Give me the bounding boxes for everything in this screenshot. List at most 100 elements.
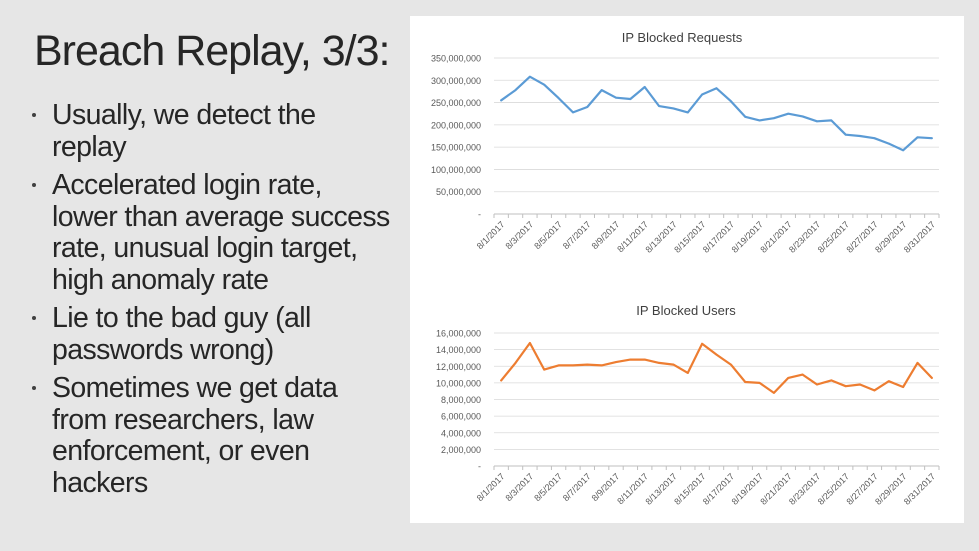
y-tick-label-requests: 50,000,000 <box>436 187 481 197</box>
data-point-requests <box>572 111 574 114</box>
data-point-users <box>572 364 574 367</box>
bullet-line: high anomaly rate <box>52 263 269 296</box>
data-point-requests <box>902 149 905 152</box>
x-tick-label-users: 8/31/2017 <box>902 471 937 506</box>
data-point-users <box>729 363 732 366</box>
data-point-requests <box>701 93 704 96</box>
bullet-item: Sometimes we get data from researchers, … <box>30 372 410 499</box>
y-tick-label-requests: 350,000,000 <box>431 54 481 64</box>
bullet-line: hackers <box>52 466 148 499</box>
y-tick-label-users: - <box>478 462 481 472</box>
bullet-line: rate, unusual login target, <box>52 232 358 264</box>
y-tick-label-requests: 250,000,000 <box>431 98 481 108</box>
data-point-users <box>902 386 905 388</box>
y-tick-label-users: 14,000,000 <box>436 345 481 355</box>
data-point-users <box>658 362 660 364</box>
y-tick-label-users: 16,000,000 <box>436 329 481 339</box>
data-point-users <box>830 379 833 382</box>
y-tick-label-users: 12,000,000 <box>436 362 481 372</box>
data-point-requests <box>787 112 790 115</box>
data-point-users <box>715 353 718 356</box>
data-point-users <box>514 362 517 364</box>
data-point-requests <box>744 115 747 118</box>
data-point-requests <box>887 142 890 145</box>
data-point-requests <box>830 119 833 122</box>
bullet-dot-icon <box>32 183 36 187</box>
data-point-users <box>686 372 689 374</box>
bullet-line: enforcement, or even <box>52 435 310 467</box>
data-point-users <box>600 364 603 367</box>
data-point-requests <box>801 115 804 118</box>
bullet-line: Lie to the bad guy (all <box>52 302 311 334</box>
data-point-requests <box>543 83 546 86</box>
y-tick-label-requests: 100,000,000 <box>431 165 481 175</box>
data-point-users <box>629 358 632 361</box>
bullet-line: replay <box>52 130 127 163</box>
data-point-users <box>672 363 675 366</box>
chart-title-users: IP Blocked Users <box>636 303 736 318</box>
y-tick-label-users: 8,000,000 <box>441 395 481 405</box>
data-point-requests <box>586 106 589 108</box>
data-point-requests <box>557 97 560 100</box>
data-point-requests <box>729 100 732 103</box>
data-point-users <box>557 364 560 367</box>
x-tick-label-requests: 8/5/2017 <box>532 219 564 251</box>
bullet-line: Accelerated login rate, <box>52 169 322 201</box>
bullet-item: Usually, we detect the replay <box>30 99 410 163</box>
data-point-users <box>930 376 933 379</box>
data-point-requests <box>658 105 660 108</box>
data-point-users <box>643 358 646 361</box>
bullet-dot-icon <box>32 316 36 320</box>
data-point-requests <box>715 87 718 90</box>
y-tick-label-requests: 150,000,000 <box>431 143 481 153</box>
data-point-requests <box>672 107 675 110</box>
slide-title: Breach Replay, 3/3: <box>34 27 390 75</box>
chart-panel: IP Blocked Requests IP Blocked Users 350… <box>410 16 964 523</box>
data-point-users <box>787 376 790 379</box>
data-point-users <box>744 381 747 383</box>
charts-canvas: IP Blocked Requests IP Blocked Users 350… <box>431 30 940 507</box>
bullet-dot-icon <box>32 386 36 390</box>
y-tick-label-requests: 200,000,000 <box>431 120 481 130</box>
bullet-line: lower than average success <box>52 200 390 233</box>
data-point-users <box>859 383 861 386</box>
data-point-users <box>586 363 589 366</box>
x-tick-label-requests: 8/3/2017 <box>503 219 535 251</box>
data-point-users <box>528 342 531 344</box>
data-point-users <box>916 362 919 364</box>
data-point-requests <box>643 86 646 88</box>
y-tick-label-users: 2,000,000 <box>441 445 481 455</box>
data-point-requests <box>686 111 689 114</box>
bullet-line: Sometimes we get data <box>52 372 338 404</box>
bullet-dot-icon <box>32 113 36 117</box>
data-point-requests <box>916 136 919 139</box>
y-tick-label-users: 6,000,000 <box>441 412 481 422</box>
y-tick-label-users: 10,000,000 <box>436 378 481 388</box>
data-point-requests <box>528 75 531 78</box>
bullet-line: from researchers, law <box>52 403 314 436</box>
series-line-users <box>500 341 933 394</box>
x-tick-label-requests: 8/1/2017 <box>475 219 507 251</box>
y-tick-label-requests: 300,000,000 <box>431 76 481 86</box>
bullet-item: Lie to the bad guy (all passwords wrong) <box>30 302 410 366</box>
bullet-list: Usually, we detect the replay Accelerate… <box>30 99 410 506</box>
data-point-users <box>758 381 761 384</box>
data-point-users <box>773 391 775 394</box>
x-tick-label-users: 8/3/2017 <box>503 471 535 503</box>
x-tick-label-requests: 8/31/2017 <box>902 219 937 254</box>
data-point-users <box>615 361 617 363</box>
data-point-users <box>887 380 890 383</box>
data-point-users <box>844 385 847 388</box>
data-point-requests <box>816 120 818 123</box>
data-point-users <box>873 389 876 392</box>
data-point-users <box>801 373 804 376</box>
bullet-line: Usually, we detect the <box>52 99 316 131</box>
data-point-requests <box>500 99 503 102</box>
data-point-requests <box>773 117 775 120</box>
x-tick-label-users: 8/7/2017 <box>561 471 593 503</box>
x-tick-label-users: 8/1/2017 <box>475 471 507 503</box>
data-point-users <box>543 368 546 371</box>
data-point-requests <box>873 137 876 140</box>
data-point-requests <box>758 119 761 122</box>
y-tick-label-users: 4,000,000 <box>441 428 481 438</box>
